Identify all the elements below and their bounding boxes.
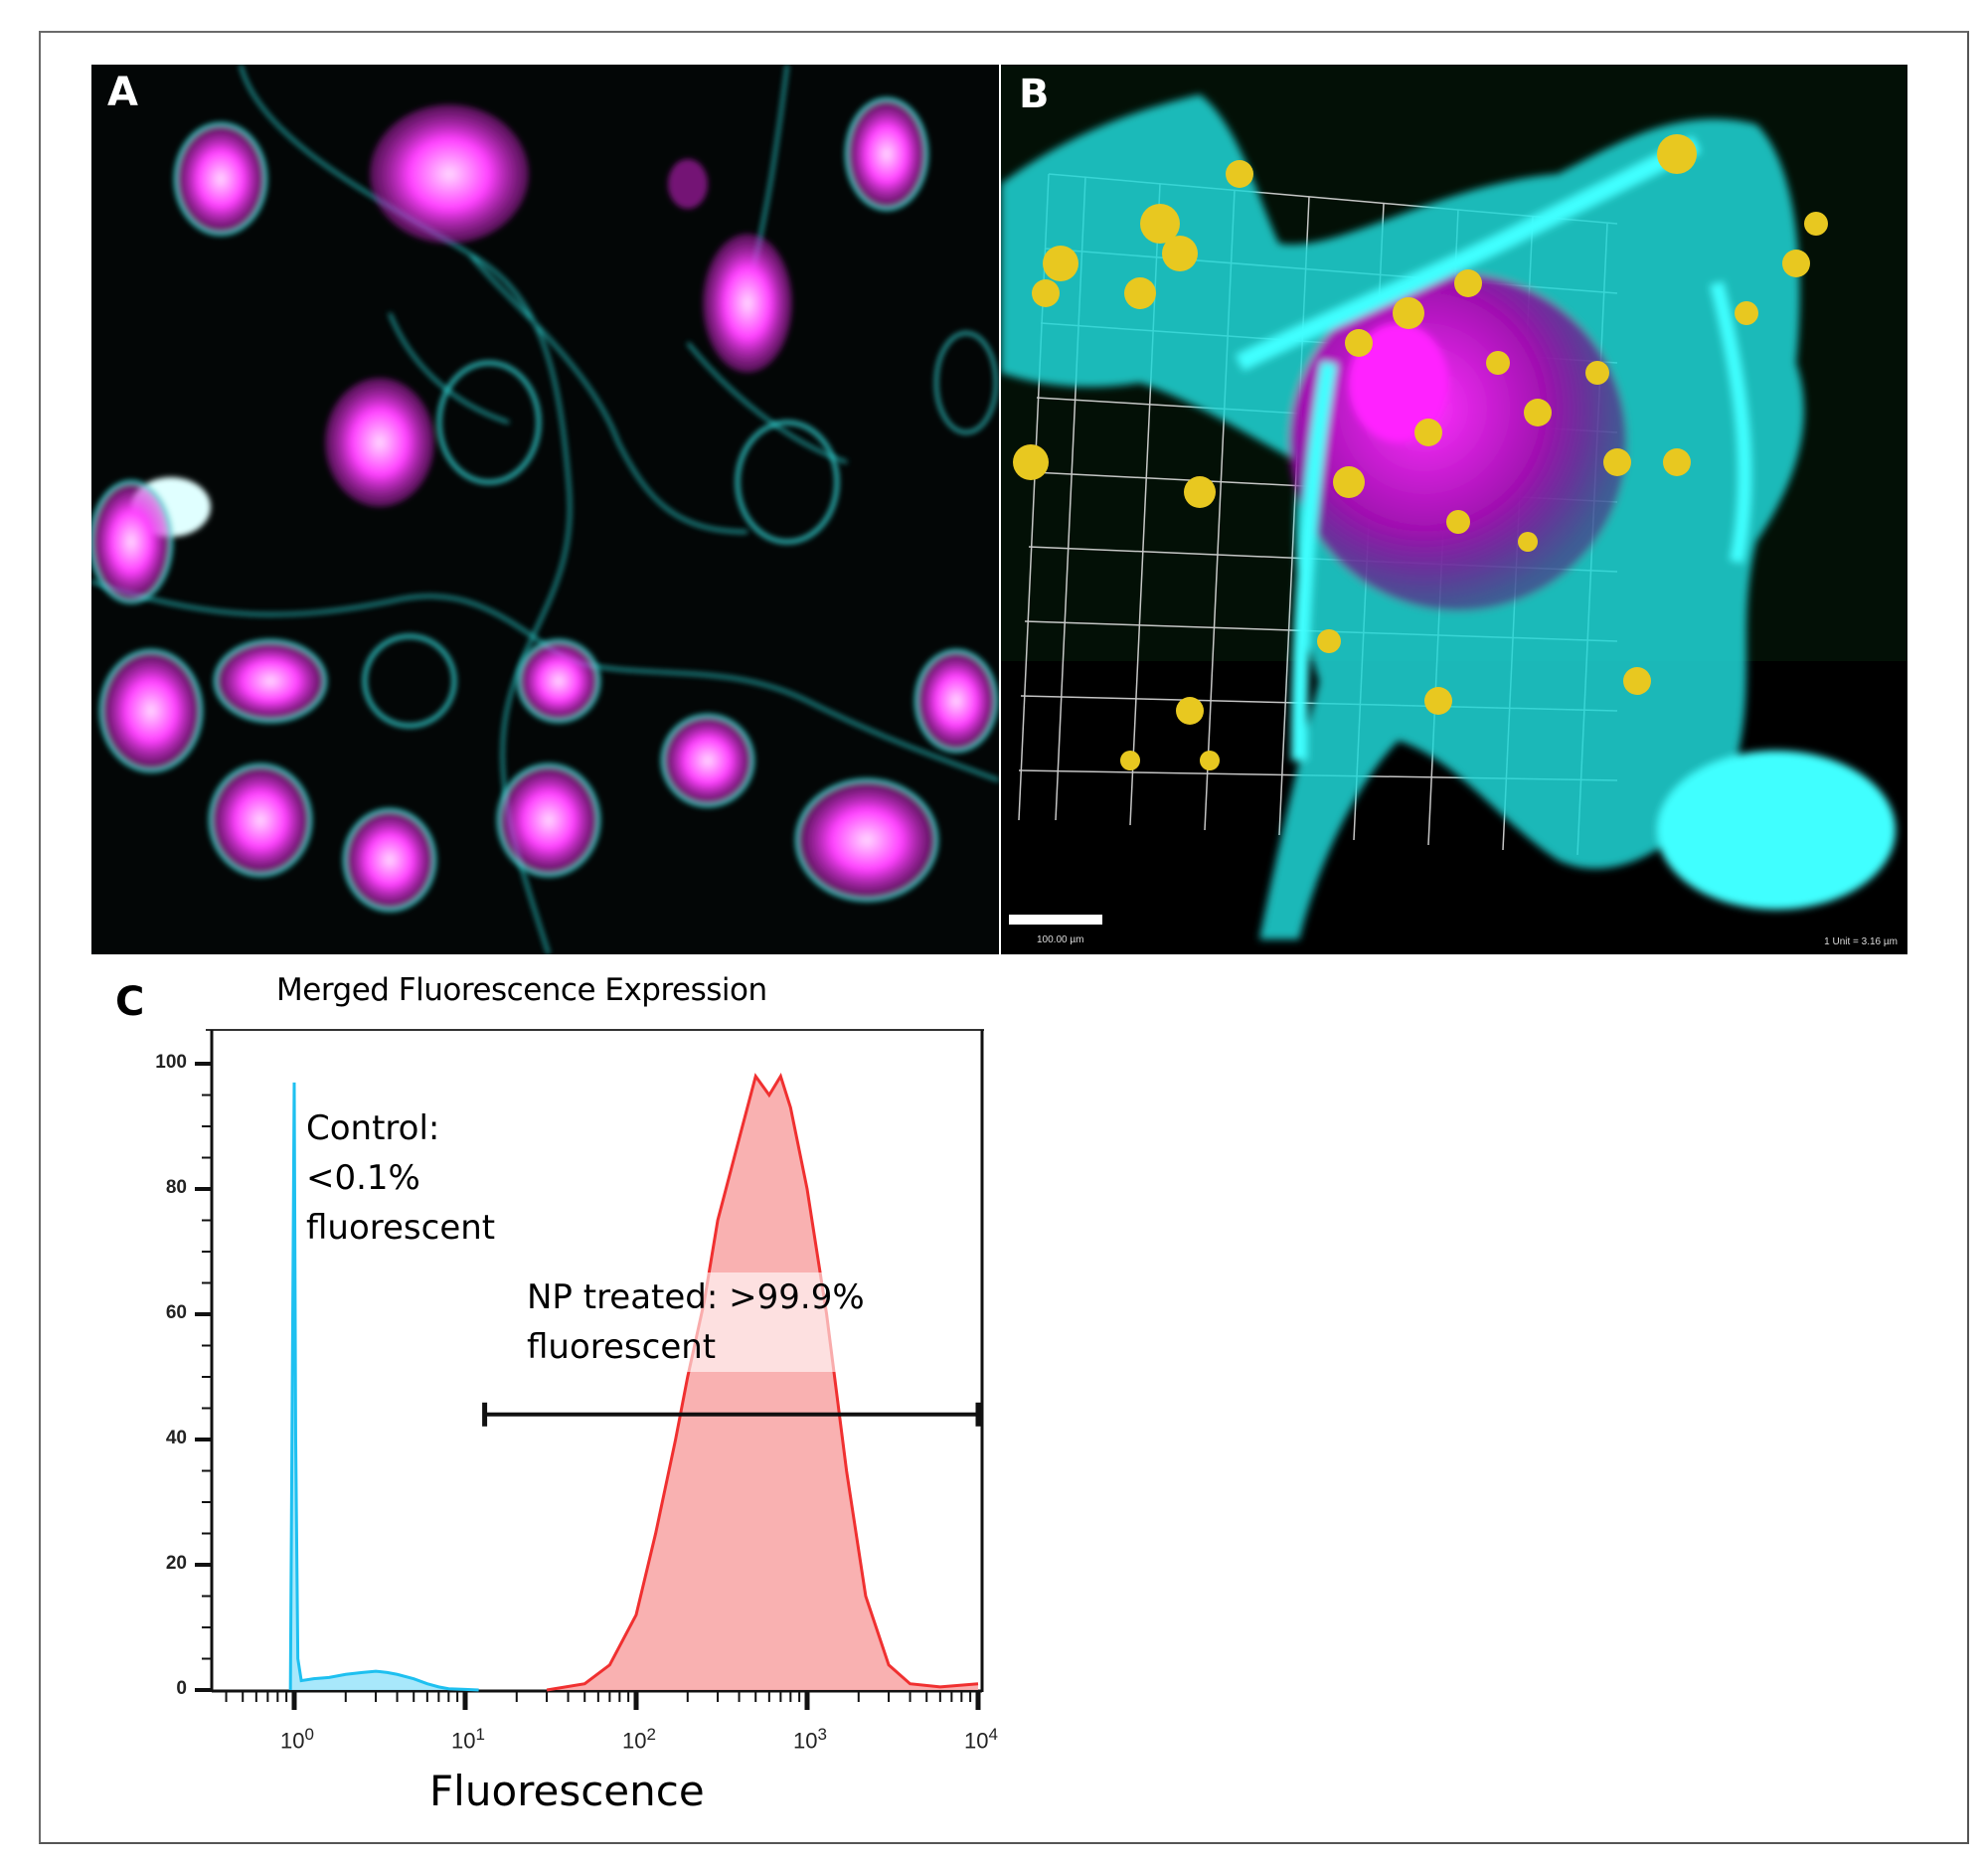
panel-a-image <box>91 65 999 954</box>
scale-bar-label: 100.00 µm <box>1037 934 1084 945</box>
series-line <box>288 1082 479 1692</box>
panel-c-label: C <box>115 979 145 1025</box>
x-tick-label: 101 <box>451 1725 485 1754</box>
np-annotation-line: fluorescent <box>527 1327 717 1367</box>
y-tick-label: 0 <box>176 1678 187 1699</box>
panel-b-image <box>1001 94 1907 954</box>
x-axis-title: Fluorescence <box>429 1767 705 1815</box>
control-annotation-line: <0.1% <box>306 1158 420 1198</box>
x-tick-label: 104 <box>964 1725 998 1754</box>
y-tick-label: 20 <box>165 1553 187 1574</box>
y-axis-ticks <box>195 1062 212 1692</box>
control-annotation-line: fluorescent <box>306 1208 496 1248</box>
series-fill <box>547 1076 978 1690</box>
x-axis-ticks <box>225 1692 981 1710</box>
panel-a-micrograph: A <box>91 65 999 954</box>
plot-axes <box>206 1029 984 1693</box>
scale-bar <box>1009 915 1102 925</box>
x-tick-label: 100 <box>280 1725 314 1754</box>
x-tick-label: 103 <box>793 1725 827 1754</box>
series-line <box>546 1073 979 1692</box>
np-gate-marker <box>482 1402 981 1427</box>
nanoparticles <box>1013 134 1828 770</box>
y-tick-label: 100 <box>155 1052 187 1073</box>
control-annotation: Control: <0.1% fluorescent <box>306 1103 495 1253</box>
chart-title: Merged Fluorescence Expression <box>276 972 767 1008</box>
y-tick-label: 40 <box>165 1428 187 1448</box>
control-annotation-line: Control: <box>306 1108 440 1148</box>
panel-b-3d-render: 100.00 µm 1 Unit = 3.16 µm B <box>1001 65 1907 954</box>
np-annotation-line: NP treated: >99.9% <box>527 1277 865 1317</box>
unit-label: 1 Unit = 3.16 µm <box>1824 936 1898 947</box>
y-tick-label: 60 <box>165 1302 187 1323</box>
y-tick-label: 80 <box>165 1177 187 1198</box>
x-tick-label: 102 <box>622 1725 656 1754</box>
panel-b-label: B <box>1019 72 1050 117</box>
histogram-series <box>288 1073 979 1692</box>
panel-a-label: A <box>107 70 138 115</box>
np-treated-annotation: NP treated: >99.9% fluorescent <box>523 1272 869 1372</box>
